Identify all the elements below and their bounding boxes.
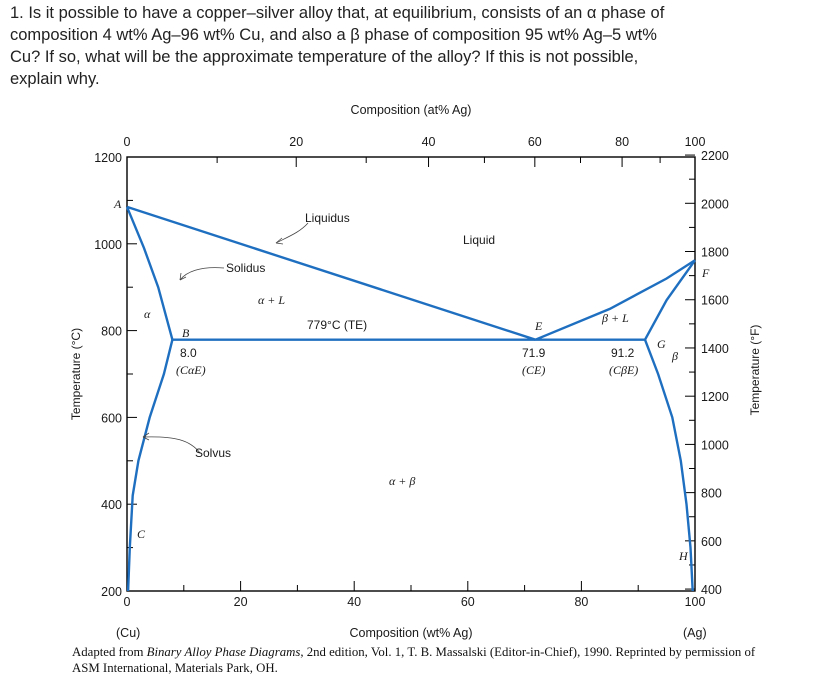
left-tick-labels: 200 400 600 800 1000 1200 <box>94 151 122 599</box>
e-composition: 71.9 <box>522 346 546 360</box>
top-tick-label: 0 <box>124 135 131 149</box>
liquidus-pointer <box>275 222 309 244</box>
bottom-tick-label: 60 <box>461 595 475 609</box>
bottom-tick-label: 40 <box>347 595 361 609</box>
bottom-tick-label: 20 <box>234 595 248 609</box>
region-beta: β <box>671 349 678 363</box>
question-text: 1. Is it possible to have a copper–silve… <box>10 2 806 90</box>
right-tick-label: 1200 <box>701 390 729 404</box>
liquidus-arrowhead <box>275 237 284 245</box>
bottom-tick-labels: 0 20 40 60 80 100 <box>124 595 706 609</box>
point-c-label: C <box>137 527 146 541</box>
left-tick-label: 1000 <box>94 238 122 252</box>
credit-book-title: Binary Alloy Phase Diagrams <box>146 645 301 659</box>
credit-rest: , 2nd edition, Vol. 1, T. B. Massalski (… <box>72 645 756 675</box>
solidus-label: Solidus <box>226 261 265 275</box>
region-alpha: α <box>144 307 151 321</box>
ag-endpoint-label: (Ag) <box>683 626 707 640</box>
point-e-label: E <box>534 319 543 333</box>
question-line-3: Cu? If so, what will be the approximate … <box>10 48 639 66</box>
solidus-pointer <box>179 267 225 281</box>
left-tick-label: 800 <box>101 325 122 339</box>
left-tick-label: 200 <box>101 585 122 599</box>
curve-solidus-cu-side <box>125 206 174 341</box>
curve-solidus-ag-side <box>643 259 696 341</box>
right-tick-label: 1000 <box>701 438 729 452</box>
right-tick-label: 1400 <box>701 342 729 356</box>
question-line-1: 1. Is it possible to have a copper–silve… <box>10 4 665 22</box>
curve-solvus-ag-side <box>643 339 694 592</box>
curve-liquidus-cu-side <box>126 205 536 341</box>
region-alpha-beta: α + β <box>389 474 415 488</box>
top-tick-label: 80 <box>615 135 629 149</box>
phase-curves <box>125 205 696 592</box>
cu-endpoint-label: (Cu) <box>116 626 140 640</box>
top-tick-label: 60 <box>528 135 542 149</box>
point-g-label: G <box>657 337 666 351</box>
point-f-label: F <box>701 266 710 280</box>
right-tick-label: 1800 <box>701 246 729 260</box>
liquidus-label: Liquidus <box>305 211 350 225</box>
bottom-tick-label: 80 <box>574 595 588 609</box>
left-tick-label: 600 <box>101 411 122 425</box>
g-composition-symbol: (CβE) <box>609 363 638 377</box>
region-beta-liquid: β + L <box>601 311 629 325</box>
curve-liquidus-ag-side <box>534 259 696 341</box>
right-tick-label: 2200 <box>701 149 729 163</box>
point-a-label: A <box>113 197 122 211</box>
right-tick-labels: 400 600 800 1000 1200 1400 1600 1800 2000 2200 <box>701 149 729 597</box>
top-tick-labels: 0 20 40 60 80 100 <box>124 135 706 149</box>
question-line-4: explain why. <box>10 70 100 88</box>
right-tick-label: 400 <box>701 583 722 597</box>
solvus-arrowhead <box>142 432 150 441</box>
x-axis-title: Composition (wt% Ag) <box>350 626 473 640</box>
right-tick-label: 800 <box>701 487 722 501</box>
solvus-pointer <box>142 436 201 454</box>
left-tick-label: 1200 <box>94 151 122 165</box>
right-tick-label: 1600 <box>701 294 729 308</box>
top-tick-label: 20 <box>289 135 303 149</box>
top-axis-title: Composition (at% Ag) <box>351 103 472 117</box>
solidus-arrowhead <box>179 272 187 281</box>
point-b-label: B <box>182 326 190 340</box>
y-axis-title: Temperature (°C) <box>69 328 83 420</box>
top-tick-label: 40 <box>422 135 436 149</box>
g-composition: 91.2 <box>611 346 635 360</box>
right-tick-label: 600 <box>701 535 722 549</box>
b-composition-symbol: (CαE) <box>176 363 206 377</box>
curve-solvus-cu-side <box>126 339 174 592</box>
left-tick-label: 400 <box>101 498 122 512</box>
credit-prefix: Adapted from <box>72 645 147 659</box>
question-line-2: composition 4 wt% Ag–96 wt% Cu, and also… <box>10 26 657 44</box>
region-alpha-liquid: α + L <box>258 293 285 307</box>
b-composition: 8.0 <box>180 346 197 360</box>
figure-credit: Adapted from Binary Alloy Phase Diagrams… <box>72 644 772 676</box>
e-composition-symbol: (CE) <box>522 363 545 377</box>
right-tick-label: 2000 <box>701 197 729 211</box>
solvus-label: Solvus <box>195 446 231 460</box>
top-tick-label: 100 <box>685 135 706 149</box>
bottom-tick-label: 0 <box>124 595 131 609</box>
region-liquid: Liquid <box>463 233 495 247</box>
point-h-label: H <box>678 549 689 563</box>
eutectic-temp-label: 779°C (TE) <box>307 318 367 332</box>
y-axis-title-right: Temperature (°F) <box>748 325 762 416</box>
bottom-tick-label: 100 <box>685 595 706 609</box>
axis-ticks <box>126 154 696 592</box>
